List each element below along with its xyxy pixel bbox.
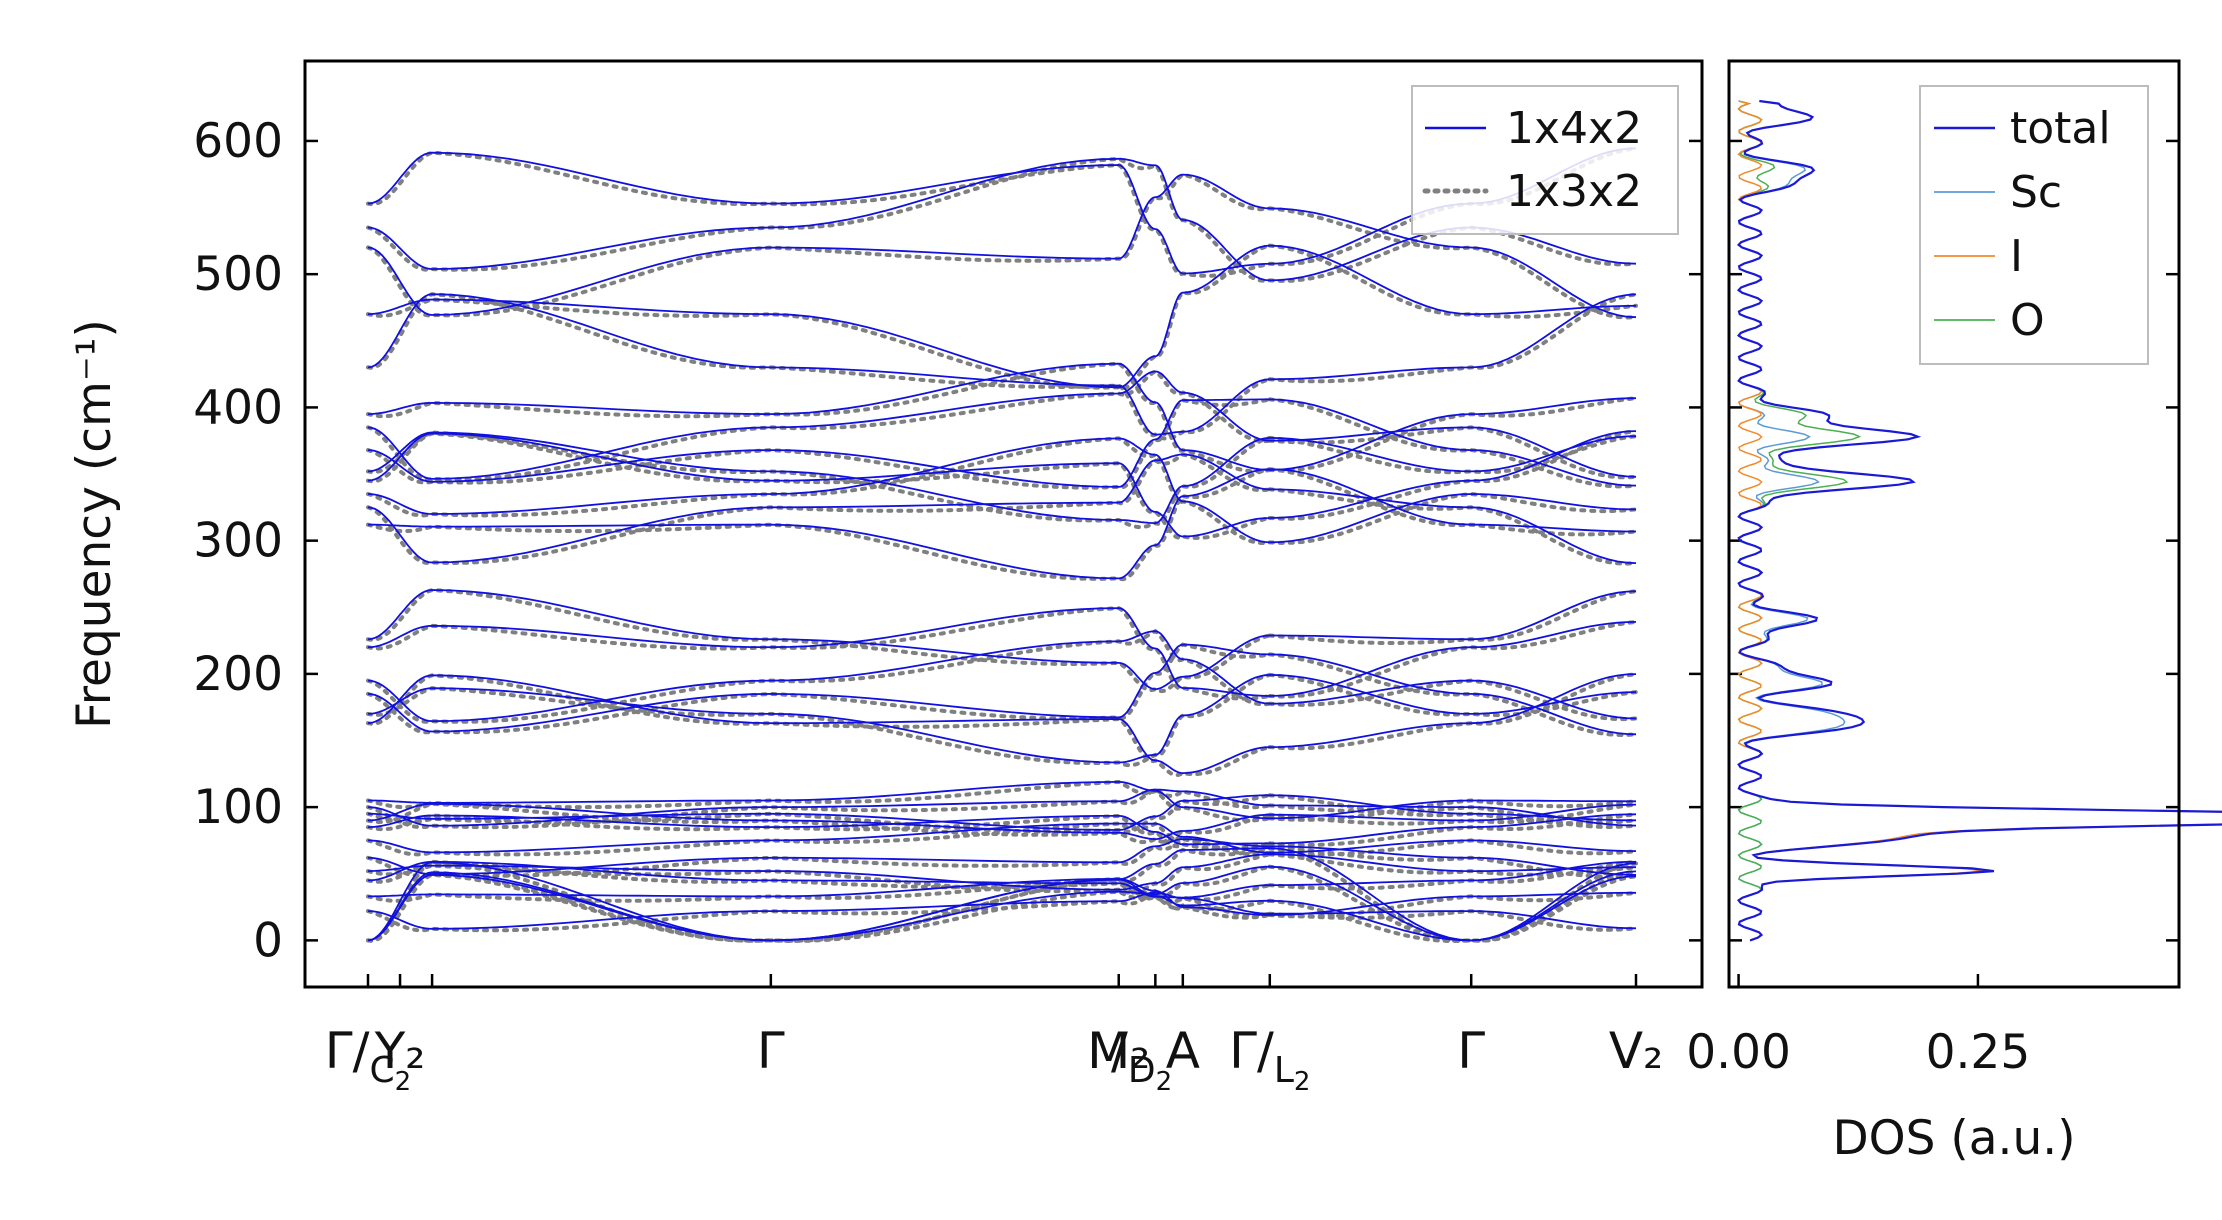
kpoint-label: M₂ — [1087, 1022, 1150, 1080]
dos-line-sc — [1737, 100, 1846, 942]
band-ticks: 0 100 200 300 400 500 600 — [193, 114, 1702, 987]
y-axis-label: Frequency (cm⁻¹) — [67, 319, 122, 729]
y-tick-label: 500 — [193, 247, 283, 302]
kpoint-label-slash: / — [353, 1022, 370, 1080]
kpoint-label-main: Γ — [757, 1022, 785, 1080]
dos-panel: 0.00 0.25 DOS (a.u.) total Sc IO — [1686, 59, 2222, 1166]
dos-line-o — [1737, 100, 1862, 942]
y-tick-label: 200 — [193, 647, 283, 702]
band-line-1x4x2 — [367, 437, 1637, 544]
kpoint-label-main: Γ — [325, 1022, 353, 1080]
band-line-1x4x2 — [367, 453, 1637, 564]
x-axis-label-dos: DOS (a.u.) — [1832, 1111, 2075, 1166]
band-plot-frame — [303, 59, 1704, 989]
kpoint-label-main: Γ — [1229, 1022, 1257, 1080]
dos-legend-label-total: total — [2010, 103, 2111, 154]
band-line-1x4x2 — [367, 813, 1637, 846]
kpoint-label-main: M₂ — [1087, 1022, 1150, 1080]
kpoint-label: V₂ — [1609, 1022, 1663, 1080]
kpoint-label: A — [1166, 1022, 1200, 1080]
kpoint-label-subindex: 2 — [1294, 1067, 1311, 1097]
band-line-1x4x2 — [367, 673, 1637, 775]
band-line-1x4x2 — [367, 788, 1637, 827]
kpoint-label: Γ/L2 — [1229, 1022, 1310, 1097]
kpoint-label-sub: C — [370, 1050, 395, 1091]
kpoint-label-main: / — [1111, 1022, 1128, 1080]
band-line-1x4x2 — [367, 860, 1637, 899]
kpoint-label: /D2 — [1111, 1022, 1172, 1097]
band-line-1x4x2 — [367, 293, 1637, 436]
y-tick-label: 400 — [193, 380, 283, 435]
band-line-1x4x2 — [367, 173, 1637, 319]
kpoint-label-sub: D — [1128, 1050, 1156, 1091]
kpoint-label-main: Γ — [1457, 1022, 1485, 1080]
band-line-1x4x2 — [367, 630, 1637, 723]
band-line-1x3x2 — [366, 606, 1638, 701]
band-line-1x3x2 — [366, 430, 1638, 530]
band-line-1x4x2 — [367, 822, 1637, 854]
band-line-1x4x2 — [367, 589, 1637, 691]
kpoint-label: Y₂ — [374, 1022, 426, 1080]
y-tick-label: 300 — [193, 514, 283, 569]
dos-x-tick-label: 0.00 — [1686, 1025, 1791, 1080]
band-line-1x4x2 — [367, 607, 1637, 697]
kpoint-label: Γ/C2 — [325, 1022, 411, 1097]
band-line-1x4x2 — [367, 674, 1637, 764]
dos-legend-label-sc: Sc — [2010, 167, 2062, 218]
y-tick-label: 600 — [193, 114, 283, 169]
band-line-1x4x2 — [367, 838, 1637, 876]
band-line-1x4x2 — [368, 468, 1636, 580]
dos-legend-label-i: I — [2010, 231, 2023, 282]
band-line-1x4x2 — [367, 430, 1637, 538]
band-line-1x4x2 — [367, 370, 1637, 480]
dos-line-total — [1736, 99, 2222, 942]
band-line-1x4x2 — [367, 244, 1637, 389]
band-line-1x4x2 — [368, 794, 1636, 831]
dos-ticks: 0.00 0.25 — [1686, 139, 2179, 1080]
kpoint-label-slash: / — [1257, 1022, 1274, 1080]
dos-x-tick-label: 0.25 — [1926, 1025, 2031, 1080]
legend-label-1x3x2: 1x3x2 — [1506, 166, 1642, 217]
y-tick-label: 100 — [193, 780, 283, 835]
y-tick-label: 0 — [253, 913, 283, 968]
kpoint-label-main: Y₂ — [374, 1022, 426, 1080]
band-line-1x4x2 — [368, 780, 1636, 820]
band-line-1x4x2 — [367, 398, 1637, 488]
kpoint-label-main: V₂ — [1609, 1022, 1663, 1080]
kpoint-label-subindex: 2 — [395, 1067, 412, 1097]
band-series — [366, 146, 1638, 943]
band-line-1x4x2 — [367, 643, 1637, 736]
band-legend: 1x4x2 1x3x2 — [1411, 85, 1679, 235]
dos-legend: total Sc IO — [1919, 85, 2149, 365]
band-line-1x4x2 — [368, 877, 1636, 916]
band-line-1x4x2 — [367, 853, 1637, 891]
band-line-1x4x2 — [367, 362, 1637, 471]
legend-label-1x4x2: 1x4x2 — [1506, 103, 1642, 154]
kpoint-label-sub: L — [1274, 1050, 1294, 1091]
dos-legend-box — [1919, 85, 2149, 365]
dos-legend-label-o: O — [2010, 295, 2045, 346]
kpoint-label: Γ — [757, 1022, 785, 1080]
kpoint-label-main: A — [1166, 1022, 1200, 1080]
dos-series — [1736, 99, 2222, 942]
band-line-1x4x2 — [367, 431, 1637, 524]
kpoint-label-subindex: 2 — [1156, 1067, 1173, 1097]
band-legend-box — [1411, 85, 1679, 235]
dos-plot-frame — [1727, 59, 2181, 989]
kpoint-label: Γ — [1457, 1022, 1485, 1080]
band-line-1x3x2 — [366, 361, 1638, 474]
